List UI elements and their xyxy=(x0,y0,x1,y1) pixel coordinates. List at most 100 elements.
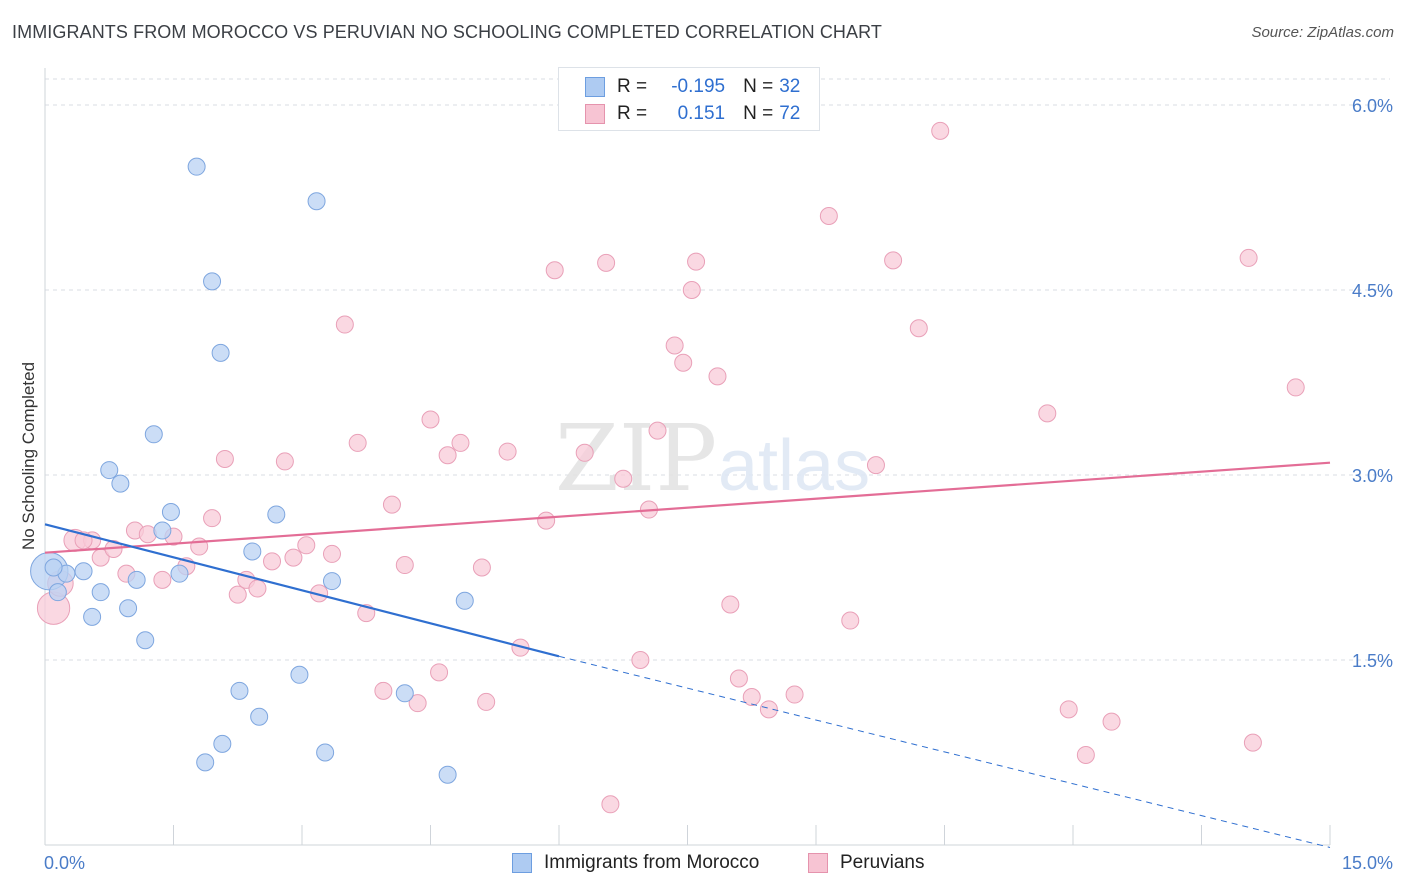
peruvians-point xyxy=(1059,700,1078,719)
morocco-point xyxy=(111,474,130,493)
peruvians-point xyxy=(284,548,303,567)
y-tick-label: 3.0% xyxy=(1352,466,1393,486)
legend-r-label: R = xyxy=(617,103,648,124)
peruvians-point xyxy=(931,121,950,140)
peruvians-point xyxy=(537,511,556,530)
peruvians-point xyxy=(153,570,172,589)
morocco-point xyxy=(455,591,474,610)
morocco-point xyxy=(290,665,309,684)
peruvians-point xyxy=(263,552,282,571)
series-swatch-peruvians xyxy=(808,853,828,873)
series-legend-peruvians[interactable]: Peruvians xyxy=(808,852,925,874)
legend-r-value-morocco: -0.195 xyxy=(671,76,726,97)
peruvians-point xyxy=(819,207,838,225)
watermark-atlas: atlas xyxy=(718,426,870,506)
legend-row-peruvians: R = 0.151 N = 72 xyxy=(559,100,800,128)
series-name-peruvians: Peruvians xyxy=(840,852,925,873)
morocco-point xyxy=(250,707,269,726)
series-legend-morocco[interactable]: Immigrants from Morocco xyxy=(512,852,759,874)
peruvians-point xyxy=(601,795,620,814)
peruvians-point xyxy=(909,319,928,338)
peruvians-point xyxy=(884,251,903,270)
peruvians-point xyxy=(1239,248,1258,267)
peruvians-point xyxy=(575,443,594,462)
legend-n-label: N = xyxy=(743,76,774,97)
peruvians-point xyxy=(631,651,650,669)
morocco-point xyxy=(144,425,163,444)
morocco-point xyxy=(438,765,457,784)
peruvians-point xyxy=(1102,712,1121,731)
trend-lines xyxy=(44,461,1331,848)
morocco-point xyxy=(243,542,262,561)
peruvians-point xyxy=(382,495,401,514)
peruvians-point xyxy=(687,252,706,271)
legend-n-value-morocco: 32 xyxy=(779,76,801,97)
morocco-points xyxy=(30,157,474,784)
legend-swatch-peruvians xyxy=(585,104,605,124)
legend-r-value-peruvians: 0.151 xyxy=(677,103,726,124)
peruvians-point xyxy=(665,336,684,355)
morocco-point xyxy=(44,558,63,577)
peruvians-point xyxy=(614,469,633,488)
peruvians-point xyxy=(395,556,414,575)
y-tick-label: 1.5% xyxy=(1352,651,1393,671)
axes xyxy=(44,68,1331,846)
peruvians-point xyxy=(374,681,393,700)
morocco-point xyxy=(100,461,119,480)
peruvians-point xyxy=(248,579,267,598)
peruvians-point xyxy=(759,700,778,719)
morocco-point xyxy=(230,681,249,700)
peruvians-point xyxy=(215,449,234,468)
morocco-point xyxy=(316,743,335,762)
series-swatch-morocco xyxy=(512,853,532,873)
peruvians-point xyxy=(648,421,667,440)
peruvians-point xyxy=(721,595,740,614)
legend-swatch-morocco xyxy=(585,77,605,97)
peruvians-point xyxy=(430,663,449,682)
morocco-point xyxy=(48,583,67,602)
peruvians-point xyxy=(472,558,491,577)
y-tick-label: 6.0% xyxy=(1352,96,1393,116)
peruvians-point xyxy=(477,692,496,711)
chart-title: IMMIGRANTS FROM MOROCCO VS PERUVIAN NO S… xyxy=(12,22,883,42)
peruvians-point xyxy=(348,433,367,452)
morocco-point xyxy=(153,521,172,540)
peruvians-point xyxy=(297,536,316,555)
peruvians-point xyxy=(451,433,470,452)
series-legend: Immigrants from Morocco Peruvians xyxy=(0,852,1406,878)
legend-n-label: N = xyxy=(743,103,774,124)
morocco-point xyxy=(119,599,138,618)
morocco-point xyxy=(74,562,93,581)
peruvians-point xyxy=(498,442,517,461)
morocco-point xyxy=(267,505,286,524)
morocco-point xyxy=(83,607,102,626)
peruvians-point xyxy=(228,585,247,604)
y-tick-label: 4.5% xyxy=(1352,281,1393,301)
x-tick-label: 0.0% xyxy=(44,853,85,873)
series-name-morocco: Immigrants from Morocco xyxy=(544,852,760,873)
peruvians-point xyxy=(408,694,427,713)
morocco-point xyxy=(322,572,341,591)
morocco-trend-line xyxy=(44,523,560,658)
peruvians-point xyxy=(674,353,693,372)
watermark: ZIP atlas xyxy=(555,405,870,512)
morocco-point xyxy=(127,570,146,589)
x-tick-label: 15.0% xyxy=(1342,853,1393,873)
correlation-legend: R = -0.195 N = 32 R = 0.151 N = 72 xyxy=(558,67,820,131)
morocco-point xyxy=(307,192,326,211)
peruvians-point xyxy=(1038,404,1057,423)
peruvians-point xyxy=(438,446,457,465)
y-axis-title: No Schooling Completed xyxy=(19,362,38,550)
morocco-point xyxy=(91,583,110,602)
peruvians-point xyxy=(682,281,701,299)
legend-row-morocco: R = -0.195 N = 32 xyxy=(559,73,800,101)
morocco-point xyxy=(196,753,215,772)
morocco-point xyxy=(395,684,414,703)
peruvians-point xyxy=(866,456,885,475)
morocco-point xyxy=(161,503,180,521)
morocco-point xyxy=(136,631,155,650)
morocco-point xyxy=(187,157,206,176)
peruvians-point xyxy=(275,452,294,471)
peruvians-point xyxy=(785,685,804,704)
peruvians-point xyxy=(1286,378,1305,397)
